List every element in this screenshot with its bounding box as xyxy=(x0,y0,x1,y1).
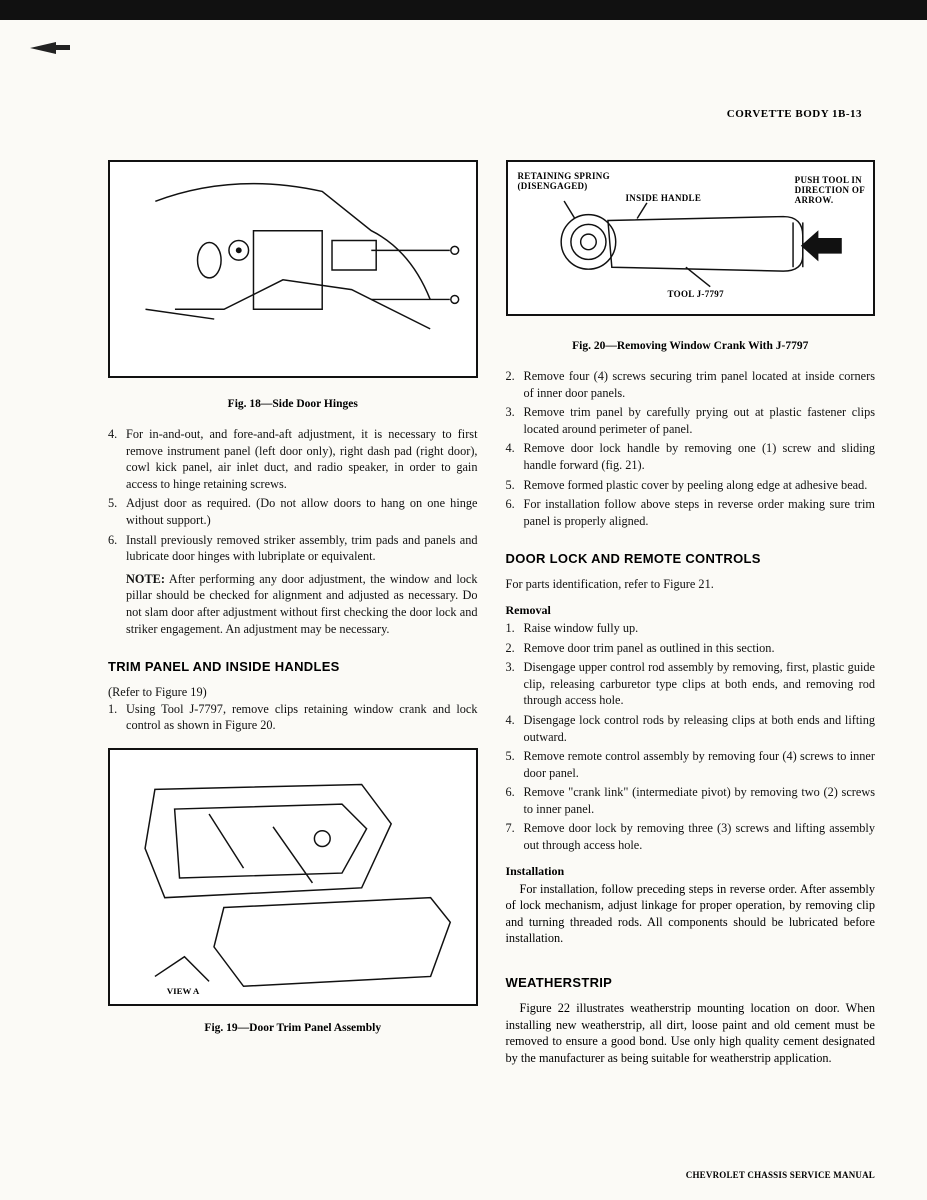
two-column-content: Fig. 18—Side Door Hinges 4.For in-and-ou… xyxy=(108,160,875,1070)
list-num: 4. xyxy=(506,712,524,745)
list-item: 2.Remove door trim panel as outlined in … xyxy=(506,640,876,657)
list-num: 3. xyxy=(506,659,524,709)
list-text: Remove remote control assembly by removi… xyxy=(524,748,876,781)
list-text: Remove formed plastic cover by peeling a… xyxy=(524,477,876,494)
figure-19-view-label: VIEW A xyxy=(167,986,200,996)
list-item: 5.Remove formed plastic cover by peeling… xyxy=(506,477,876,494)
removal-head: Removal xyxy=(506,603,876,618)
list-text: Disengage lock control rods by releasing… xyxy=(524,712,876,745)
list-item: 4.For in-and-out, and fore-and-aft adjus… xyxy=(108,426,478,492)
fig20-label-push-tool: PUSH TOOL IN DIRECTION OF ARROW. xyxy=(795,176,865,206)
list-text: For installation follow above steps in r… xyxy=(524,496,876,529)
figure-18-sketch-icon xyxy=(110,162,476,376)
figure-19-caption: Fig. 19—Door Trim Panel Assembly xyxy=(108,1022,478,1034)
list-item: 5.Adjust door as required. (Do not allow… xyxy=(108,495,478,528)
list-text: For in-and-out, and fore-and-aft adjustm… xyxy=(126,426,478,492)
weatherstrip-para: Figure 22 illustrates weatherstrip mount… xyxy=(506,1000,876,1066)
list-num: 7. xyxy=(506,820,524,853)
section-title-lock: DOOR LOCK AND REMOTE CONTROLS xyxy=(506,551,876,566)
figure-20-box: RETAINING SPRING (DISENGAGED) INSIDE HAN… xyxy=(506,160,876,316)
list-num: 2. xyxy=(506,368,524,401)
list-num: 6. xyxy=(506,784,524,817)
list-item: 3.Disengage upper control rod assembly b… xyxy=(506,659,876,709)
list-text: Raise window fully up. xyxy=(524,620,876,637)
lock-intro: For parts identification, refer to Figur… xyxy=(506,576,876,593)
list-text: Remove "crank link" (intermediate pivot)… xyxy=(524,784,876,817)
trim-step-list: 1.Using Tool J-7797, remove clips retain… xyxy=(108,701,478,734)
list-text: Remove door lock handle by removing one … xyxy=(524,440,876,473)
list-item: 4.Remove door lock handle by removing on… xyxy=(506,440,876,473)
list-item: 1.Raise window fully up. xyxy=(506,620,876,637)
section-title-trim: TRIM PANEL AND INSIDE HANDLES xyxy=(108,659,478,674)
page-footer-right: CHEVROLET CHASSIS SERVICE MANUAL xyxy=(686,1170,875,1180)
installation-head: Installation xyxy=(506,864,876,879)
list-num: 1. xyxy=(506,620,524,637)
list-num: 1. xyxy=(108,701,126,734)
right-column: RETAINING SPRING (DISENGAGED) INSIDE HAN… xyxy=(506,160,876,1070)
figure-18-box xyxy=(108,160,478,378)
list-item: 1.Using Tool J-7797, remove clips retain… xyxy=(108,701,478,734)
left-body-text: 4.For in-and-out, and fore-and-aft adjus… xyxy=(108,426,478,637)
list-text: Install previously removed striker assem… xyxy=(126,532,478,565)
list-num: 5. xyxy=(506,748,524,781)
list-steps-4-6: 4.For in-and-out, and fore-and-aft adjus… xyxy=(108,426,478,565)
fig20-label-tool: TOOL J-7797 xyxy=(668,290,724,300)
list-num: 6. xyxy=(108,532,126,565)
list-item: 3.Remove trim panel by carefully prying … xyxy=(506,404,876,437)
list-item: 2.Remove four (4) screws securing trim p… xyxy=(506,368,876,401)
list-text: Using Tool J-7797, remove clips retainin… xyxy=(126,701,478,734)
list-num: 5. xyxy=(108,495,126,528)
list-text: Remove door lock by removing three (3) s… xyxy=(524,820,876,853)
top-black-bar xyxy=(0,0,927,20)
list-num: 2. xyxy=(506,640,524,657)
page-header-right: CORVETTE BODY 1B-13 xyxy=(727,108,862,120)
list-num: 4. xyxy=(506,440,524,473)
list-item: 7.Remove door lock by removing three (3)… xyxy=(506,820,876,853)
installation-para: For installation, follow preceding steps… xyxy=(506,881,876,947)
corner-arrow-icon xyxy=(30,42,56,54)
right-body-list-b: 2.Remove four (4) screws securing trim p… xyxy=(506,368,876,529)
list-text: Disengage upper control rod assembly by … xyxy=(524,659,876,709)
corner-arrow-tail xyxy=(56,45,70,50)
list-num: 6. xyxy=(506,496,524,529)
list-item: 6.Install previously removed striker ass… xyxy=(108,532,478,565)
note-block: NOTE: After performing any door adjustme… xyxy=(126,571,478,637)
figure-19-sketch-icon: VIEW A xyxy=(110,750,476,1004)
note-label: NOTE: xyxy=(126,572,165,586)
list-num: 5. xyxy=(506,477,524,494)
list-num: 4. xyxy=(108,426,126,492)
removal-list: 1.Raise window fully up. 2.Remove door t… xyxy=(506,620,876,854)
list-item: 6.Remove "crank link" (intermediate pivo… xyxy=(506,784,876,817)
list-text: Adjust door as required. (Do not allow d… xyxy=(126,495,478,528)
note-text: After performing any door adjustment, th… xyxy=(126,572,478,636)
list-text: Remove trim panel by carefully prying ou… xyxy=(524,404,876,437)
removal-list-block: 1.Raise window fully up. 2.Remove door t… xyxy=(506,620,876,854)
list-steps-2-6: 2.Remove four (4) screws securing trim p… xyxy=(506,368,876,529)
section-title-weatherstrip: WEATHERSTRIP xyxy=(506,975,876,990)
figure-18-caption: Fig. 18—Side Door Hinges xyxy=(108,398,478,410)
figure-20-caption: Fig. 20—Removing Window Crank With J-779… xyxy=(506,340,876,352)
list-item: 4.Disengage lock control rods by releasi… xyxy=(506,712,876,745)
figure-19-box: VIEW A xyxy=(108,748,478,1006)
manual-page: CORVETTE BODY 1B-13 xyxy=(0,0,927,1200)
fig20-label-inside-handle: INSIDE HANDLE xyxy=(626,194,702,204)
list-item: 5.Remove remote control assembly by remo… xyxy=(506,748,876,781)
list-text: Remove door trim panel as outlined in th… xyxy=(524,640,876,657)
trim-refer: (Refer to Figure 19) xyxy=(108,684,478,701)
list-text: Remove four (4) screws securing trim pan… xyxy=(524,368,876,401)
list-item: 6.For installation follow above steps in… xyxy=(506,496,876,529)
fig20-label-retaining: RETAINING SPRING (DISENGAGED) xyxy=(518,172,610,192)
list-num: 3. xyxy=(506,404,524,437)
trim-body: (Refer to Figure 19) 1.Using Tool J-7797… xyxy=(108,684,478,734)
left-column: Fig. 18—Side Door Hinges 4.For in-and-ou… xyxy=(108,160,478,1070)
